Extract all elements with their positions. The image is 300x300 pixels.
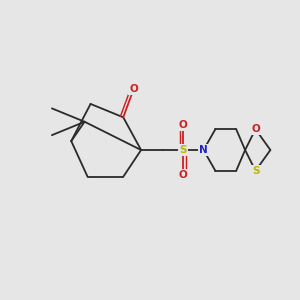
Text: O: O [178, 170, 187, 180]
Text: O: O [178, 120, 187, 130]
Text: O: O [129, 84, 138, 94]
Text: N: N [199, 145, 208, 155]
Text: O: O [251, 124, 260, 134]
Text: S: S [179, 145, 186, 155]
Text: S: S [252, 166, 259, 176]
